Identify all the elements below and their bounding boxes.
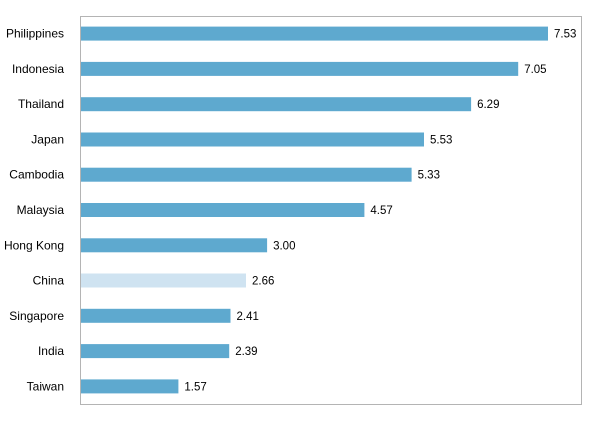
category-labels: Philippines Indonesia Thailand Japan Cambodi… [4,27,64,394]
category-label-cambodia: Cambodia [9,168,64,182]
category-label-malaysia: Malaysia [17,203,65,217]
value-label-cambodia: 5.33 [418,170,440,182]
category-label-taiwan: Taiwan [27,379,64,393]
bar-japan [81,132,424,147]
bar-india [81,344,230,359]
category-label-indonesia: Indonesia [12,62,64,76]
category-label-hong-kong: Hong Kong [4,238,64,252]
category-label-china: China [33,274,65,288]
bar-indonesia [81,61,519,76]
value-labels: 7.53 7.05 6.29 5.53 5.33 4.57 3.00 2.66 2.41 2.39… [184,29,576,394]
bar-singapore [81,308,231,323]
value-label-taiwan: 1.57 [184,381,206,393]
bar-thailand [81,97,472,112]
plot-frame [80,16,582,405]
bar-malaysia [81,203,365,217]
value-label-thailand: 6.29 [477,99,499,111]
bar-cambodia [81,167,412,182]
bar-china [81,273,246,288]
value-label-philippines: 7.53 [554,29,576,41]
value-label-india: 2.39 [235,346,257,358]
bar-hong-kong [81,238,268,253]
category-label-philippines: Philippines [6,27,64,41]
value-label-malaysia: 4.57 [370,205,392,217]
category-label-thailand: Thailand [18,97,64,111]
bar-taiwan [81,379,179,394]
category-label-singapore: Singapore [9,309,64,323]
value-label-indonesia: 7.05 [524,64,546,76]
value-label-singapore: 2.41 [237,311,259,323]
value-label-china: 2.66 [252,276,274,288]
category-label-india: India [38,344,64,358]
value-label-hong-kong: 3.00 [273,240,295,252]
category-label-japan: Japan [31,133,64,147]
bar-philippines [81,26,548,41]
value-label-japan: 5.53 [430,135,452,147]
bars-group [81,26,548,394]
